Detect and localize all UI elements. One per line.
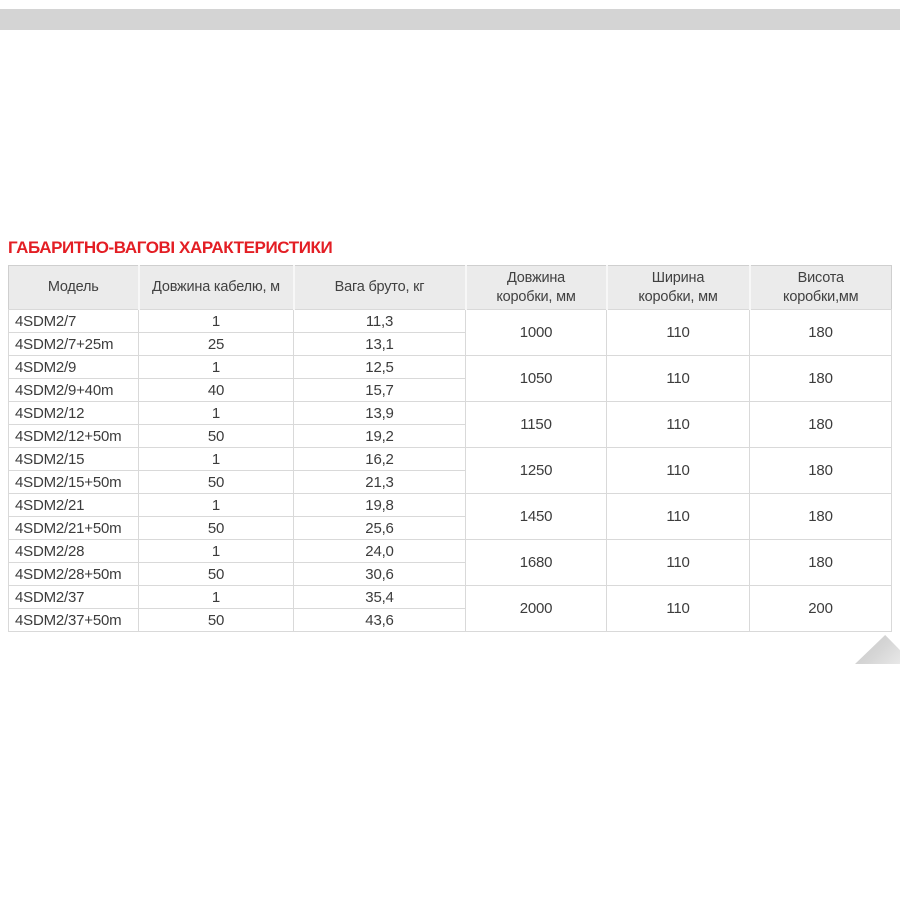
- gross-weight-cell: 19,2: [293, 424, 466, 448]
- header-row: Модель Довжина кабелю, м Вага бруто, кг …: [8, 265, 892, 310]
- box-length-cell: 1450: [465, 493, 607, 540]
- box-width-cell: 110: [606, 585, 750, 632]
- table-row: 4SDM2/28 1 24,0 1680 110 180: [8, 539, 892, 586]
- table-row: 4SDM2/15+50m 50 21,3: [8, 470, 892, 494]
- table-row: 4SDM2/12 1 13,9 1150 110 180: [8, 401, 892, 448]
- table-row: 4SDM2/9 1 12,5 1050 110 180: [8, 355, 892, 402]
- page-corner-fold: [855, 635, 900, 664]
- model-cell: 4SDM2/21+50m: [8, 516, 139, 540]
- cable-length-cell: 1: [138, 309, 294, 333]
- gross-weight-cell: 21,3: [293, 470, 466, 494]
- model-cell: 4SDM2/21: [8, 493, 139, 517]
- cable-length-cell: 1: [138, 355, 294, 379]
- model-cell: 4SDM2/15: [8, 447, 139, 471]
- cable-length-cell: 1: [138, 401, 294, 425]
- model-cell: 4SDM2/7: [8, 309, 139, 333]
- gross-weight-cell: 13,9: [293, 401, 466, 425]
- cable-length-cell: 1: [138, 447, 294, 471]
- table-row: 4SDM2/7 1 11,3 1000 110 180: [8, 309, 892, 356]
- gross-weight-cell: 24,0: [293, 539, 466, 563]
- gross-weight-cell: 12,5: [293, 355, 466, 379]
- cable-length-cell: 50: [138, 424, 294, 448]
- section-title: ГАБАРИТНО-ВАГОВІ ХАРАКТЕРИСТИКИ: [8, 238, 333, 257]
- box-width-cell: 110: [606, 309, 750, 356]
- box-length-cell: 1250: [465, 447, 607, 494]
- cable-length-cell: 40: [138, 378, 294, 402]
- table-row: 4SDM2/37 1 35,4 2000 110 200: [8, 585, 892, 632]
- table-row: 4SDM2/21+50m 50 25,6: [8, 516, 892, 540]
- box-height-cell: 180: [749, 309, 892, 356]
- column-header-gross-weight: Вага бруто, кг: [292, 265, 467, 310]
- gross-weight-cell: 25,6: [293, 516, 466, 540]
- cable-length-cell: 50: [138, 470, 294, 494]
- box-length-cell: 1150: [465, 401, 607, 448]
- box-length-cell: 1000: [465, 309, 607, 356]
- gross-weight-cell: 30,6: [293, 562, 466, 586]
- box-width-cell: 110: [606, 355, 750, 402]
- specs-table: Модель Довжина кабелю, м Вага бруто, кг …: [8, 265, 892, 632]
- model-cell: 4SDM2/28: [8, 539, 139, 563]
- cable-length-cell: 1: [138, 585, 294, 609]
- box-height-cell: 180: [749, 401, 892, 448]
- model-cell: 4SDM2/9: [8, 355, 139, 379]
- cable-length-cell: 25: [138, 332, 294, 356]
- box-length-cell: 1680: [465, 539, 607, 586]
- box-height-cell: 180: [749, 355, 892, 402]
- cable-length-cell: 50: [138, 608, 294, 632]
- cable-length-cell: 50: [138, 562, 294, 586]
- box-width-cell: 110: [606, 401, 750, 448]
- box-width-cell: 110: [606, 539, 750, 586]
- box-height-cell: 180: [749, 493, 892, 540]
- table-row: 4SDM2/21 1 19,8 1450 110 180: [8, 493, 892, 540]
- box-width-cell: 110: [606, 493, 750, 540]
- column-header-cable-length: Довжина кабелю, м: [137, 265, 295, 310]
- model-cell: 4SDM2/15+50m: [8, 470, 139, 494]
- box-height-cell: 180: [749, 539, 892, 586]
- model-cell: 4SDM2/12+50m: [8, 424, 139, 448]
- box-length-cell: 1050: [465, 355, 607, 402]
- table-row: 4SDM2/7+25m 25 13,1: [8, 332, 892, 356]
- box-width-cell: 110: [606, 447, 750, 494]
- gross-weight-cell: 16,2: [293, 447, 466, 471]
- model-cell: 4SDM2/9+40m: [8, 378, 139, 402]
- table-row: 4SDM2/15 1 16,2 1250 110 180: [8, 447, 892, 494]
- model-cell: 4SDM2/37: [8, 585, 139, 609]
- box-length-cell: 2000: [465, 585, 607, 632]
- table-row: 4SDM2/37+50m 50 43,6: [8, 608, 892, 632]
- model-cell: 4SDM2/7+25m: [8, 332, 139, 356]
- gross-weight-cell: 11,3: [293, 309, 466, 333]
- gross-weight-cell: 35,4: [293, 585, 466, 609]
- cable-length-cell: 1: [138, 493, 294, 517]
- column-header-model: Модель: [8, 265, 140, 310]
- top-divider-bar: [0, 9, 900, 30]
- box-height-cell: 180: [749, 447, 892, 494]
- gross-weight-cell: 19,8: [293, 493, 466, 517]
- box-height-cell: 200: [749, 585, 892, 632]
- column-header-box-height: Висота коробки,мм: [748, 265, 892, 310]
- column-header-box-width: Ширина коробки, мм: [605, 265, 751, 310]
- gross-weight-cell: 15,7: [293, 378, 466, 402]
- table-row: 4SDM2/12+50m 50 19,2: [8, 424, 892, 448]
- column-header-box-length: Довжина коробки, мм: [464, 265, 608, 310]
- cable-length-cell: 50: [138, 516, 294, 540]
- cable-length-cell: 1: [138, 539, 294, 563]
- model-cell: 4SDM2/37+50m: [8, 608, 139, 632]
- table-row: 4SDM2/28+50m 50 30,6: [8, 562, 892, 586]
- model-cell: 4SDM2/28+50m: [8, 562, 139, 586]
- gross-weight-cell: 43,6: [293, 608, 466, 632]
- gross-weight-cell: 13,1: [293, 332, 466, 356]
- model-cell: 4SDM2/12: [8, 401, 139, 425]
